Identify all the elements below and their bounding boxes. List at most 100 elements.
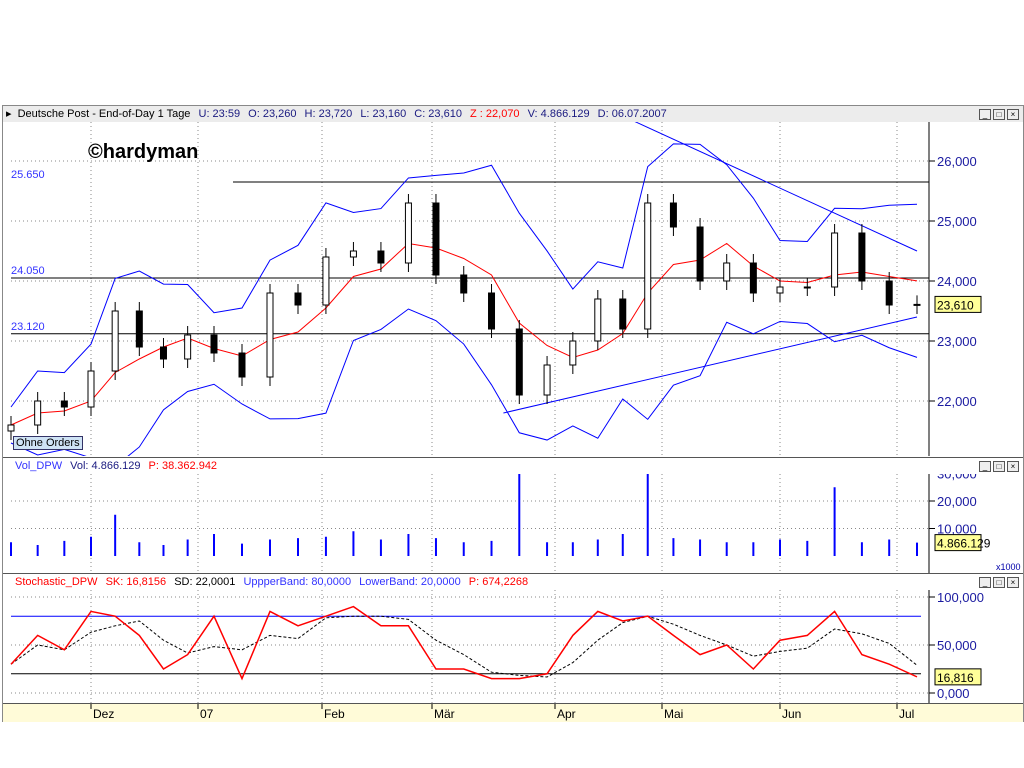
price-chart: 22,000 23,000 24,000 25,000 26,000 23,610 25.6… [7,122,982,456]
watermark: ©hardyman [88,141,199,163]
stoch-upper: UppperBand: 80,0000 [243,576,352,588]
chart-window: ▸ Deutsche Post - End-of-Day 1 Tage U: 2… [2,105,1024,722]
volume-p: P: 38.362.942 [148,460,218,472]
x-tick-label: Dez [93,707,114,721]
close-value: C: 23,610 [414,108,462,120]
ohne-orders-button[interactable]: Ohne Orders [13,436,83,450]
y-tick-label: 50,000 [937,638,977,653]
volume-indicator-name: Vol_DPW [15,460,63,472]
volume-value: V: 4.866.129 [527,108,590,120]
y-tick-label: 25,000 [937,214,977,229]
candle-body [135,310,143,348]
candle-body [460,274,468,294]
stoch-sk: SK: 16,8156 [105,576,167,588]
stoch-sd: SD: 22,0001 [174,576,236,588]
volume-unit: x1000 [996,562,1021,572]
maximize-button[interactable]: □ [993,577,1005,588]
volume-vol: Vol: 4.866.129 [70,460,141,472]
close-button[interactable]: × [1007,109,1019,120]
high-value: H: 23,720 [304,108,353,120]
volume-header: Vol_DPW Vol: 4.866.129 P: 38.362.942 _ □ × [3,458,1023,474]
candle-body [669,202,677,228]
date-value: D: 06.07.2007 [597,108,667,120]
date-axis: Dez 07 Feb Mär Apr Mai Jun Jul [3,703,1023,722]
x-tick-label: Jul [899,707,914,721]
minimize-button[interactable]: _ [979,109,991,120]
trendline [634,122,918,252]
candle-body [488,292,496,330]
u-value: U: 23:59 [198,108,241,120]
last-value-label: 16,816 [937,671,974,685]
candle-body [644,202,652,330]
candle-body [377,250,385,264]
horizontal-line-label: 24.050 [11,265,45,277]
last-value-tag [934,668,982,686]
y-tick-label: 10,000 [937,522,977,537]
low-value: L: 23,160 [360,108,407,120]
candle-body [266,292,274,378]
bollinger-lower [10,308,918,456]
y-tick-label: 23,000 [937,334,977,349]
y-tick-label: 20,000 [937,494,977,509]
candle-body [831,232,839,288]
stochastic-header: Stochastic_DPW SK: 16,8156 SD: 22,0001 U… [3,574,1023,590]
y-tick-label: 26,000 [937,154,977,169]
candle-body [515,328,523,396]
open-value: O: 23,260 [248,108,297,120]
price-pane: ▸ Deutsche Post - End-of-Day 1 Tage U: 2… [3,106,1023,456]
close-button[interactable]: × [1007,461,1019,472]
stochastic-chart: 0,000 50,000 100,000 16,816 [10,590,984,704]
z-value: Z : 22,070 [470,108,520,120]
candle-body [432,202,440,276]
candle-body [619,298,627,330]
minimize-button[interactable]: _ [979,461,991,472]
stoch-lower: LowerBand: 20,0000 [359,576,461,588]
moving-average [10,242,918,426]
horizontal-line-label: 23.120 [11,321,45,333]
stoch-p: P: 674,2268 [468,576,529,588]
x-tick-label: 07 [200,707,214,721]
last-value-tag [934,295,982,313]
candle-body [749,262,757,294]
candle-body [913,303,921,306]
sk-line [10,605,918,681]
candle-body [238,352,246,378]
candle-body [34,400,42,426]
candle-body [696,226,704,282]
y-tick-label: 0,000 [937,686,970,701]
x-tick-label: Apr [557,707,576,721]
minimize-button[interactable]: _ [979,577,991,588]
trendline [503,316,918,414]
volume-pane: Vol_DPW Vol: 4.866.129 P: 38.362.942 _ □ ×… [3,457,1023,573]
last-value-label: 4.866.129 [937,537,991,551]
price-header: ▸ Deutsche Post - End-of-Day 1 Tage U: 2… [3,106,1023,122]
candle-body [87,370,95,408]
close-button[interactable]: × [1007,577,1019,588]
candle-body [404,202,412,264]
date-axis-svg: Dez 07 Feb Mär Apr Mai Jun Jul [90,704,914,721]
stochastic-pane: Stochastic_DPW SK: 16,8156 SD: 22,0001 U… [3,573,1023,704]
volume-chart: 10,000 20,000 30,000 4.866.129 x1000 [10,474,1021,573]
sd-line [10,615,918,678]
candle-body [111,310,119,372]
expand-arrow-icon[interactable]: ▸ [6,108,12,120]
y-tick-label: 30,000 [937,474,977,482]
candle-body [569,340,577,366]
candle-body [322,256,330,306]
candle-body [776,286,784,294]
x-tick-label: Jun [782,707,801,721]
maximize-button[interactable]: □ [993,109,1005,120]
x-tick-label: Feb [324,707,345,721]
y-tick-label: 22,000 [937,394,977,409]
y-tick-label: 100,000 [937,590,984,605]
candle-body [184,334,192,360]
candle-body [885,280,893,306]
candle-body [594,298,602,342]
last-value-label: 23,610 [937,298,974,312]
instrument-title: Deutsche Post - End-of-Day 1 Tage [17,108,191,120]
x-tick-label: Mai [664,707,683,721]
candle-body [803,286,811,289]
x-tick-label: Mär [434,707,455,721]
candle-body [858,232,866,282]
maximize-button[interactable]: □ [993,461,1005,472]
